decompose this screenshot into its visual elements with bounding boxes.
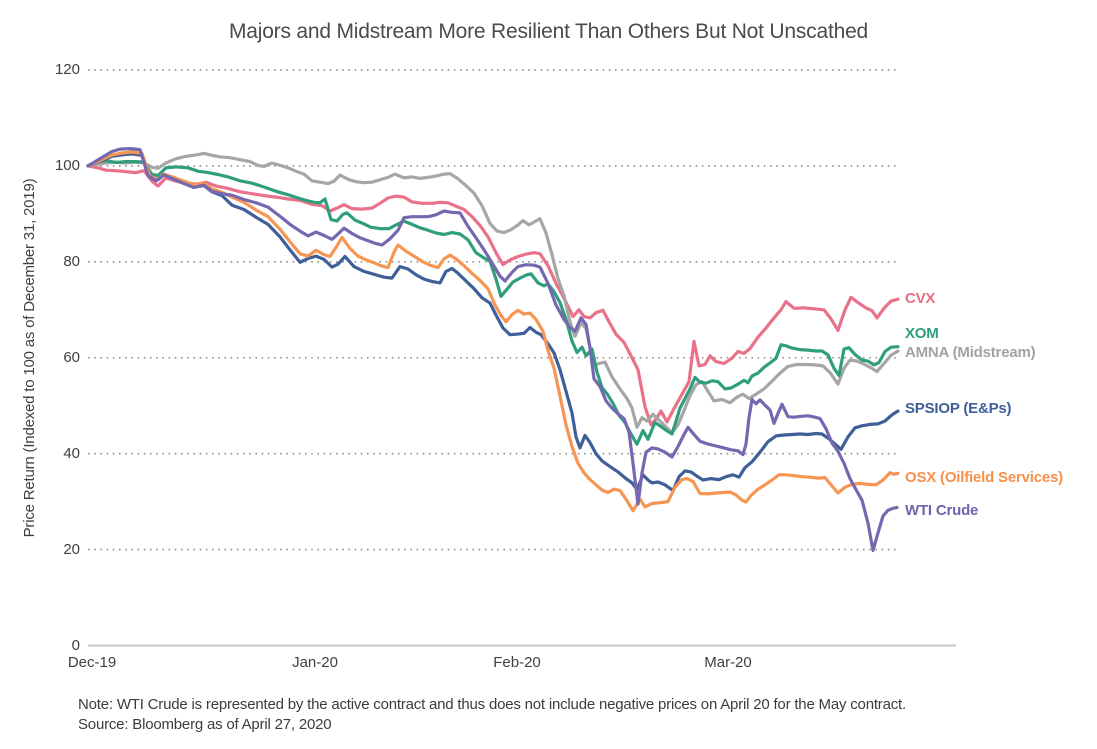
legend-label-osx-oilfield-services: OSX (Oilfield Services) <box>905 469 1063 486</box>
y-tick-label-40: 40 <box>63 444 80 462</box>
series-line-cvx <box>86 164 900 427</box>
y-tick-label-80: 80 <box>63 252 80 270</box>
x-tick-label-jan-20: Jan-20 <box>292 654 338 671</box>
x-tick-label-mar-20: Mar-20 <box>704 654 752 671</box>
legend-label-xom: XOM <box>905 325 939 342</box>
series-line-wti-crude <box>86 147 899 553</box>
series-line-osx-oilfield-services <box>86 150 900 513</box>
legend-label-amna-midstream: AMNA (Midstream) <box>905 344 1036 361</box>
y-tick-label-0: 0 <box>71 636 80 654</box>
y-tick-label-60: 60 <box>63 348 80 366</box>
x-tick-label-dec-19: Dec-19 <box>67 654 117 671</box>
note-text: Note: WTI Crude is represented by the ac… <box>78 696 906 713</box>
line-chart <box>86 69 956 647</box>
series-line-xom <box>86 159 900 446</box>
legend-label-wti-crude: WTI Crude <box>905 502 979 519</box>
y-tick-label-120: 120 <box>54 60 80 78</box>
source-text: Source: Bloomberg as of April 27, 2020 <box>78 716 332 733</box>
x-tick-label-feb-20: Feb-20 <box>493 654 541 671</box>
y-tick-label-20: 20 <box>63 540 80 558</box>
legend-label-spsiop-e-ps: SPSIOP (E&Ps) <box>905 400 1012 417</box>
chart-title: Majors and Midstream More Resilient Than… <box>228 20 869 43</box>
series-line-spsiop-e-ps <box>86 152 900 493</box>
series-line-amna-midstream <box>86 151 900 435</box>
y-tick-label-100: 100 <box>54 156 80 174</box>
legend-label-cvx: CVX <box>905 290 936 307</box>
